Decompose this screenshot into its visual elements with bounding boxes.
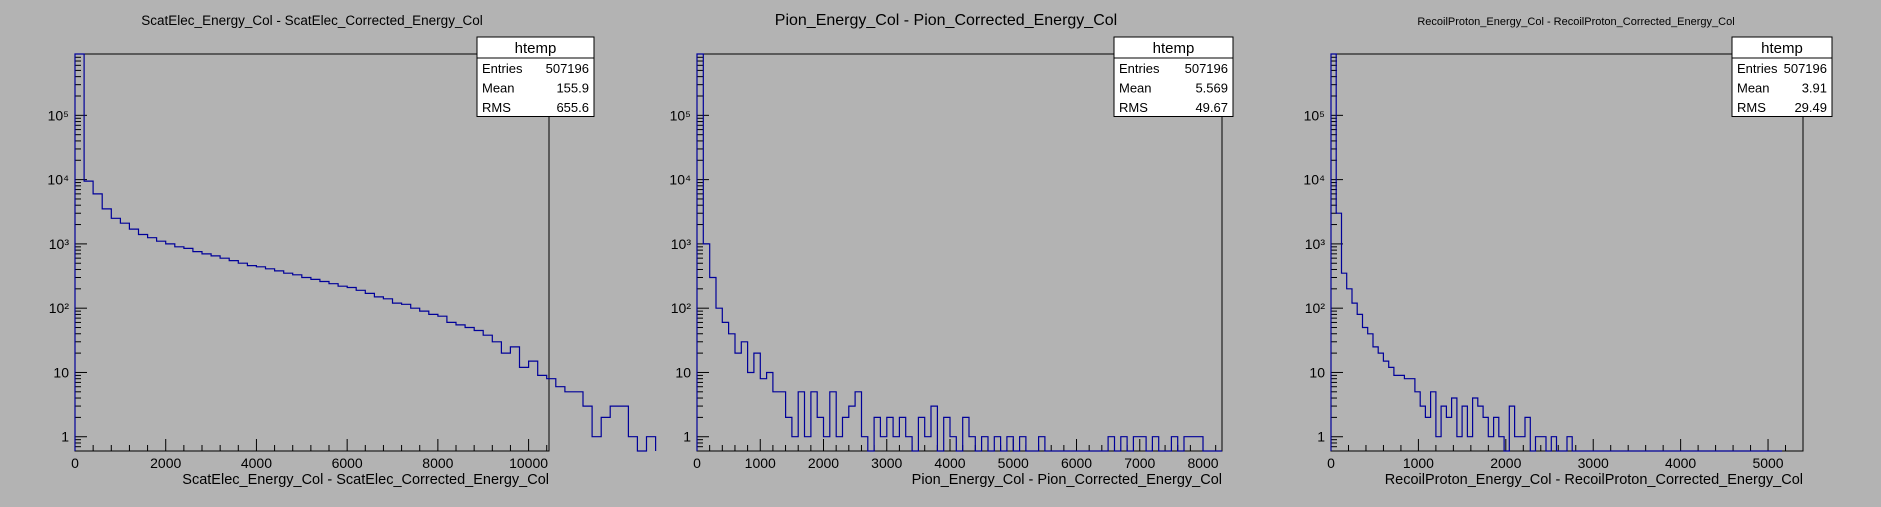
x-axis-ticks xyxy=(1330,439,1804,451)
stats-label-mean: Mean xyxy=(1119,81,1152,96)
y-tick-label: 1 xyxy=(1317,429,1325,445)
x-tick-label: 4000 xyxy=(934,455,965,471)
stats-box-title: htemp xyxy=(515,40,557,57)
x-axis-ticks xyxy=(74,439,548,451)
x-tick-label: 4000 xyxy=(1665,455,1696,471)
stats-value-rms: 29.49 xyxy=(1794,100,1827,115)
y-axis-ticks xyxy=(697,53,709,452)
stats-label-entries: Entries xyxy=(1737,61,1778,76)
stats-label-entries: Entries xyxy=(1119,61,1160,76)
plot-title: Pion_Energy_Col - Pion_Corrected_Energy_… xyxy=(775,12,1117,29)
y-tick-label: 10 xyxy=(675,364,691,380)
y-tick-label: 1 xyxy=(683,429,691,445)
y-tick-label: 10³ xyxy=(49,236,70,252)
x-tick-label: 8000 xyxy=(422,455,453,471)
x-tick-label: 5000 xyxy=(998,455,1029,471)
stats-value-mean: 3.91 xyxy=(1802,81,1827,96)
y-tick-label: 1 xyxy=(61,429,69,445)
stats-value-mean: 155.9 xyxy=(556,81,589,96)
y-tick-label: 10⁴ xyxy=(669,172,691,188)
x-axis-label: Pion_Energy_Col - Pion_Corrected_Energy_… xyxy=(912,472,1222,488)
x-axis-label: ScatElec_Energy_Col - ScatElec_Corrected… xyxy=(182,472,549,488)
stats-label-rms: RMS xyxy=(1119,100,1148,115)
histogram-panel-2: Pion_Energy_Col - Pion_Corrected_Energy_… xyxy=(669,12,1234,488)
x-tick-label: 4000 xyxy=(241,455,272,471)
x-tick-label: 2000 xyxy=(808,455,839,471)
stats-label-rms: RMS xyxy=(482,100,511,115)
x-tick-label: 3000 xyxy=(871,455,902,471)
y-tick-label: 10² xyxy=(1305,300,1326,316)
y-tick-label: 10³ xyxy=(671,236,692,252)
y-tick-label: 10³ xyxy=(1305,236,1326,252)
stats-label-mean: Mean xyxy=(1737,81,1770,96)
stats-label-entries: Entries xyxy=(482,61,523,76)
stats-box-frame xyxy=(476,36,595,117)
stats-box: htemp Entries 507196 Mean 155.9 RMS 655.6 xyxy=(476,36,595,117)
stats-value-entries: 507196 xyxy=(1185,61,1228,76)
stats-label-rms: RMS xyxy=(1737,100,1766,115)
x-tick-label: 6000 xyxy=(332,455,363,471)
histogram-panel-3: RecoilProton_Energy_Col - RecoilProton_C… xyxy=(1303,16,1833,488)
y-tick-label: 10² xyxy=(671,300,692,316)
plot-title: RecoilProton_Energy_Col - RecoilProton_C… xyxy=(1417,16,1734,28)
histogram-panel-1: ScatElec_Energy_Col - ScatElec_Corrected… xyxy=(47,13,657,488)
x-tick-label: 0 xyxy=(693,455,701,471)
x-tick-label: 3000 xyxy=(1578,455,1609,471)
stats-value-entries: 507196 xyxy=(1784,61,1827,76)
y-tick-label: 10⁴ xyxy=(47,172,69,188)
stats-box-frame xyxy=(1731,36,1833,117)
stats-value-rms: 49.67 xyxy=(1195,100,1228,115)
stats-label-mean: Mean xyxy=(482,81,515,96)
stats-box: htemp Entries 507196 Mean 3.91 RMS 29.49 xyxy=(1731,36,1833,117)
x-tick-label: 2000 xyxy=(150,455,181,471)
x-tick-label: 2000 xyxy=(1490,455,1521,471)
stats-box: htemp Entries 507196 Mean 5.569 RMS 49.67 xyxy=(1113,36,1234,117)
stats-box-title: htemp xyxy=(1761,40,1803,57)
y-tick-label: 10⁵ xyxy=(48,107,69,123)
y-tick-label: 10⁵ xyxy=(1304,107,1325,123)
y-axis-ticks xyxy=(75,53,87,452)
stats-value-mean: 5.569 xyxy=(1195,81,1228,96)
x-tick-label: 6000 xyxy=(1061,455,1092,471)
y-tick-label: 10² xyxy=(49,300,70,316)
x-tick-label: 0 xyxy=(71,455,79,471)
x-tick-label: 1000 xyxy=(1403,455,1434,471)
x-axis-label: RecoilProton_Energy_Col - RecoilProton_C… xyxy=(1385,472,1803,488)
y-tick-label: 10 xyxy=(53,364,69,380)
stats-value-rms: 655.6 xyxy=(556,100,589,115)
x-tick-label: 1000 xyxy=(745,455,776,471)
histogram-line xyxy=(1330,53,1782,452)
histogram-line xyxy=(74,53,657,452)
stats-box-frame xyxy=(1113,36,1234,117)
histogram-line xyxy=(696,53,1222,452)
x-tick-label: 8000 xyxy=(1187,455,1218,471)
x-tick-label: 10000 xyxy=(509,455,548,471)
y-tick-label: 10⁴ xyxy=(1303,172,1325,188)
stats-box-title: htemp xyxy=(1153,40,1195,57)
x-tick-label: 0 xyxy=(1327,455,1335,471)
plot-title: ScatElec_Energy_Col - ScatElec_Corrected… xyxy=(141,13,482,28)
x-tick-label: 7000 xyxy=(1124,455,1155,471)
y-tick-label: 10 xyxy=(1309,364,1325,380)
stats-value-entries: 507196 xyxy=(546,61,589,76)
x-tick-label: 5000 xyxy=(1752,455,1783,471)
y-tick-label: 10⁵ xyxy=(670,107,691,123)
